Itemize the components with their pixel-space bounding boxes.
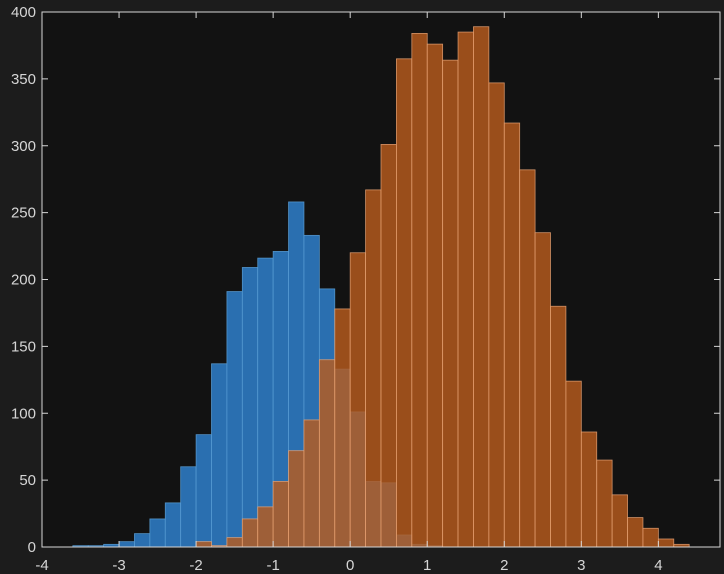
x-tick-label: 1 <box>423 557 431 574</box>
y-tick-label: 350 <box>11 71 36 88</box>
x-tick-label: -1 <box>266 557 279 574</box>
histogram-bar-series-2 <box>226 537 243 548</box>
y-tick-label: 300 <box>11 138 36 155</box>
y-tick-label: 50 <box>19 472 36 489</box>
histogram-bar-series-1 <box>180 466 197 548</box>
histogram-bar-series-2 <box>365 189 382 548</box>
y-tick-label: 400 <box>11 4 36 21</box>
histogram-bar-series-2 <box>318 359 336 548</box>
x-tick-label: 3 <box>577 557 585 574</box>
x-tick-label: 2 <box>500 557 508 574</box>
histogram-bar-series-2 <box>396 58 413 548</box>
histogram-bar-series-2 <box>241 518 259 548</box>
histogram-bar-series-2 <box>519 169 536 548</box>
histogram-bar-series-2 <box>288 450 305 548</box>
axes-group: -4 -3 -2 -1 0 1 2 3 4 0 50 100 150 200 250 300 350 400 <box>11 4 721 574</box>
histogram-bar-series-1 <box>257 257 274 548</box>
x-tick-label: 0 <box>346 557 354 574</box>
histogram-bar-series-2 <box>426 43 444 548</box>
histogram-bar-series-2 <box>550 305 567 548</box>
histogram-bar-series-2 <box>642 527 659 548</box>
x-tick-label: -2 <box>189 557 202 574</box>
histogram-bar-series-2 <box>380 144 397 548</box>
y-tick-label: 250 <box>11 205 36 222</box>
histogram-bar-series-2 <box>272 481 289 548</box>
histogram-bar-series-2 <box>565 380 582 548</box>
histogram-bar-series-1 <box>241 267 259 548</box>
x-tick-label: 4 <box>654 557 662 574</box>
histogram-bar-series-1 <box>195 434 212 548</box>
histogram-bar-series-2 <box>580 431 598 548</box>
histogram-bar-series-1 <box>226 291 243 548</box>
histogram-bar-series-1 <box>149 518 166 548</box>
histogram-bar-series-2 <box>473 26 490 548</box>
y-tick-label: 150 <box>11 338 36 355</box>
histogram-bar-series-2 <box>442 59 459 548</box>
histogram-bar-series-2 <box>596 459 613 548</box>
y-tick-label: 200 <box>11 272 36 289</box>
histogram-bar-series-2 <box>611 494 628 548</box>
histogram-bar-series-2 <box>411 33 428 548</box>
histogram-bar-series-1 <box>164 502 182 548</box>
histogram-bar-series-2 <box>195 541 212 548</box>
histogram-bar-series-2 <box>349 252 366 548</box>
x-tick-label: -4 <box>35 557 48 574</box>
y-tick-label: 100 <box>11 405 36 422</box>
histogram-bar-series-2 <box>657 538 675 548</box>
histogram-bar-series-2 <box>257 506 274 548</box>
histogram-bar-series-2 <box>488 82 505 548</box>
histogram-bar-series-2 <box>627 517 644 548</box>
histogram-bar-series-1 <box>118 541 135 548</box>
histogram-bar-series-1 <box>134 533 151 548</box>
histogram-bar-series-1 <box>211 363 228 548</box>
histogram-bar-series-2 <box>534 232 551 548</box>
histogram-bar-series-2 <box>457 31 474 548</box>
histogram-bar-series-2 <box>334 308 351 548</box>
histogram-bar-series-2 <box>303 419 320 548</box>
y-tick-label: 0 <box>28 539 36 556</box>
x-tick-label: -3 <box>112 557 125 574</box>
histogram-bar-series-2 <box>503 122 521 548</box>
